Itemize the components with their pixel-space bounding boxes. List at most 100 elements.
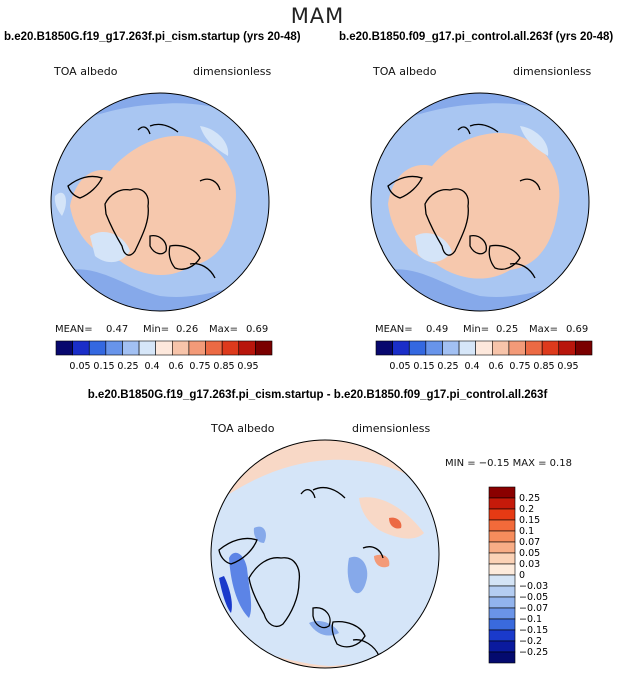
colorbar-tick-label: −0.1 [519, 614, 542, 625]
colorbar-swatch [488, 574, 516, 587]
season-title: MAM [290, 4, 345, 28]
colorbar-swatch [488, 596, 516, 609]
colorbar-swatch [88, 340, 107, 356]
panel-1-mean-label: MEAN= [55, 324, 93, 335]
panel-1-units: dimensionless [193, 65, 272, 78]
colorbar-tick-label: 0.6 [168, 361, 183, 372]
panel-2-map [370, 92, 590, 312]
colorbar-tick-label: −0.05 [519, 592, 548, 603]
panel-1-max-value: 0.69 [246, 324, 269, 335]
panel-2-colorbar: 0.05 0.15 0.25 0.4 0.6 0.75 0.85 0.95 [375, 340, 593, 372]
colorbar-tick-label: 0.05 [519, 548, 540, 559]
colorbar-swatch [488, 563, 516, 576]
panel-1-colorbar: 0.05 0.15 0.25 0.4 0.6 0.75 0.85 0.95 [55, 340, 273, 372]
colorbar-swatch [458, 340, 476, 356]
coastlines [387, 123, 541, 279]
colorbar-swatch [408, 340, 427, 356]
diff-colorbar: 0.250.20.150.10.070.050.030−0.03−0.05−0.… [488, 486, 548, 664]
diff-panel-units: dimensionless [352, 422, 431, 435]
colorbar-tick-label: −0.15 [519, 625, 548, 636]
colorbar-tick-label: 0.25 [117, 361, 138, 372]
colorbar-tick-label: −0.25 [519, 647, 548, 658]
diff-map [210, 439, 440, 669]
colorbar-tick-label: 0.1 [519, 526, 534, 537]
colorbar-swatch [205, 340, 223, 356]
colorbar-tick-label: −0.2 [519, 636, 542, 647]
colorbar-swatch [525, 340, 543, 356]
panel-1-min-value: 0.26 [176, 324, 199, 335]
colorbar-swatch [221, 340, 240, 356]
colorbar-swatch [105, 340, 123, 356]
colorbar-swatch [488, 486, 516, 499]
colorbar-tick-label: 0.4 [144, 361, 159, 372]
colorbar-tick-label: 0.75 [509, 361, 530, 372]
panel-2-variable: TOA albedo [373, 65, 437, 78]
panel-2-max-value: 0.69 [566, 324, 589, 335]
panel-1-title: b.e20.B1850G.f19_g17.263f.pi_cism.startu… [4, 31, 301, 43]
panel-2-mean-value: 0.49 [426, 324, 449, 335]
coastlines [218, 486, 384, 657]
colorbar-tick-label: 0.2 [519, 504, 534, 515]
colorbar-swatch [488, 508, 516, 521]
colorbar-tick-label: 0.15 [93, 361, 114, 372]
colorbar-swatch [541, 340, 560, 356]
colorbar-tick-label: 0.25 [437, 361, 458, 372]
panel-2-min-label: Min= [463, 324, 490, 335]
colorbar-tick-label: 0.95 [557, 361, 578, 372]
colorbar-tick-label: 0.07 [519, 537, 540, 548]
colorbar-swatch [55, 340, 73, 356]
colorbar-swatch [442, 340, 460, 356]
colorbar-swatch [488, 607, 516, 620]
colorbar-tick-label: 0.03 [519, 559, 540, 570]
colorbar-tick-label: −0.03 [519, 581, 548, 592]
colorbar-swatch [492, 340, 510, 356]
colorbar-swatch [375, 340, 393, 356]
panel-2-max-label: Max= [529, 324, 559, 335]
colorbar-tick-label: 0.4 [464, 361, 479, 372]
colorbar-swatch [488, 640, 516, 653]
panel-1-map [50, 92, 270, 312]
colorbar-tick-label: −0.07 [519, 603, 548, 614]
coastlines [67, 123, 221, 279]
colorbar-tick-label: 0.6 [488, 361, 503, 372]
colorbar-swatch [488, 541, 516, 554]
colorbar-swatch [508, 340, 526, 356]
colorbar-swatch [488, 530, 516, 543]
colorbar-swatch [575, 340, 593, 356]
panel-2-units: dimensionless [513, 65, 592, 78]
panel-2-title: b.e20.B1850.f09_g17.pi_control.all.263f … [339, 31, 614, 43]
colorbar-swatch [488, 497, 516, 510]
colorbar-tick-label: 0.25 [519, 493, 540, 504]
colorbar-swatch [425, 340, 443, 356]
colorbar-swatch [138, 340, 156, 356]
colorbar-swatch [488, 629, 516, 642]
colorbar-tick-label: 0.15 [413, 361, 434, 372]
colorbar-tick-label: 0.95 [237, 361, 258, 372]
colorbar-swatch [558, 340, 576, 356]
colorbar-swatch [488, 651, 516, 664]
diff-panel-title: b.e20.B1850G.f19_g17.263f.pi_cism.startu… [87, 389, 548, 401]
colorbar-swatch [155, 340, 173, 356]
diff-minmax: MIN = −0.15 MAX = 0.18 [445, 458, 572, 469]
colorbar-swatch [172, 340, 190, 356]
colorbar-tick-label: 0.75 [189, 361, 210, 372]
colorbar-swatch [392, 340, 410, 356]
panel-1-mean-value: 0.47 [106, 324, 129, 335]
colorbar-tick-label: 0.15 [519, 515, 540, 526]
panel-2-mean-label: MEAN= [375, 324, 413, 335]
panel-2-min-value: 0.25 [496, 324, 519, 335]
colorbar-swatch [72, 340, 90, 356]
panel-1-variable: TOA albedo [54, 65, 118, 78]
colorbar-swatch [488, 618, 516, 631]
colorbar-tick-label: 0.05 [389, 361, 410, 372]
colorbar-swatch [488, 552, 516, 565]
colorbar-swatch [475, 340, 493, 356]
diff-panel-variable: TOA albedo [211, 422, 275, 435]
colorbar-tick-label: 0.05 [69, 361, 90, 372]
colorbar-tick-label: 0 [519, 570, 525, 581]
colorbar-swatch [488, 519, 516, 532]
colorbar-tick-label: 0.85 [533, 361, 554, 372]
colorbar-swatch [238, 340, 256, 356]
colorbar-tick-label: 0.85 [213, 361, 234, 372]
colorbar-swatch [122, 340, 140, 356]
